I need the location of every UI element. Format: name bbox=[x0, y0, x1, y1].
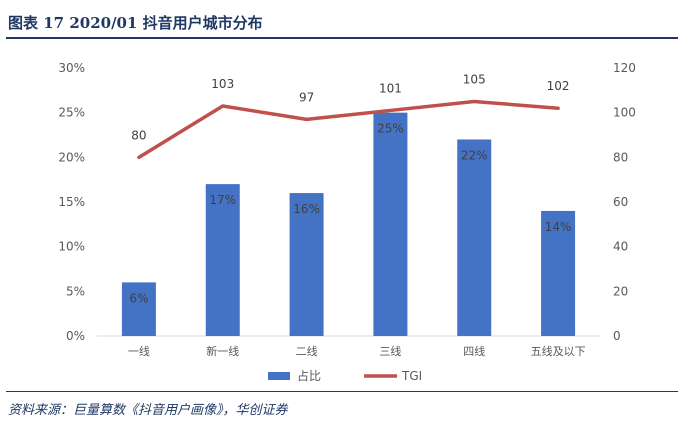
y-left-tick-label: 20% bbox=[58, 150, 85, 164]
bar-data-label: 6% bbox=[129, 291, 148, 305]
bar-data-label: 17% bbox=[209, 193, 236, 207]
x-tick-label: 二线 bbox=[296, 344, 318, 358]
y-left-tick-label: 30% bbox=[58, 61, 85, 75]
bar bbox=[205, 184, 240, 336]
figure-header: 图表 17 2020/01 抖音用户城市分布 bbox=[6, 6, 678, 36]
y-left-tick-label: 10% bbox=[58, 240, 85, 254]
tgi-data-label: 80 bbox=[131, 128, 146, 142]
bar-data-label: 16% bbox=[293, 202, 320, 216]
source-rule bbox=[6, 391, 678, 392]
bar bbox=[121, 282, 156, 336]
tgi-data-label: 103 bbox=[211, 77, 234, 91]
bar-data-label: 14% bbox=[545, 220, 572, 234]
y-left-tick-label: 15% bbox=[58, 195, 85, 209]
y-right-tick-label: 80 bbox=[613, 150, 628, 164]
bar bbox=[457, 139, 492, 336]
x-tick-label: 五线及以下 bbox=[531, 344, 586, 358]
figure-title: 图表 17 2020/01 抖音用户城市分布 bbox=[8, 14, 263, 32]
x-tick-label: 新一线 bbox=[206, 344, 239, 358]
x-tick-label: 三线 bbox=[379, 344, 401, 358]
x-tick-label: 一线 bbox=[128, 344, 150, 358]
legend-bar-swatch bbox=[268, 372, 290, 380]
legend-line-label: TGI bbox=[401, 369, 422, 383]
tgi-line bbox=[137, 99, 560, 160]
tgi-data-label: 105 bbox=[463, 73, 486, 87]
x-tick-label: 四线 bbox=[463, 344, 485, 358]
tgi-data-label: 101 bbox=[379, 81, 402, 95]
title-rule bbox=[6, 37, 678, 39]
y-right-tick-label: 40 bbox=[613, 240, 628, 254]
y-right-tick-label: 100 bbox=[613, 106, 636, 120]
y-right-tick-label: 0 bbox=[613, 329, 621, 343]
source-note: 资料来源：巨量算数《抖音用户画像》，华创证券 bbox=[8, 403, 288, 418]
y-left-tick-label: 5% bbox=[66, 284, 85, 298]
y-right-tick-label: 120 bbox=[613, 61, 636, 75]
y-left-tick-label: 0% bbox=[66, 329, 85, 343]
y-left-tick-label: 25% bbox=[58, 106, 85, 120]
bar-data-label: 25% bbox=[377, 122, 404, 136]
tgi-data-label: 102 bbox=[547, 79, 570, 93]
bar bbox=[373, 112, 408, 337]
bar bbox=[289, 193, 324, 336]
legend-bar-label: 占比 bbox=[297, 368, 321, 383]
bar-data-label: 22% bbox=[461, 148, 488, 162]
bar bbox=[541, 210, 576, 336]
y-right-tick-label: 60 bbox=[613, 195, 628, 209]
y-right-tick-label: 20 bbox=[613, 284, 628, 298]
tgi-data-label: 97 bbox=[299, 90, 314, 104]
